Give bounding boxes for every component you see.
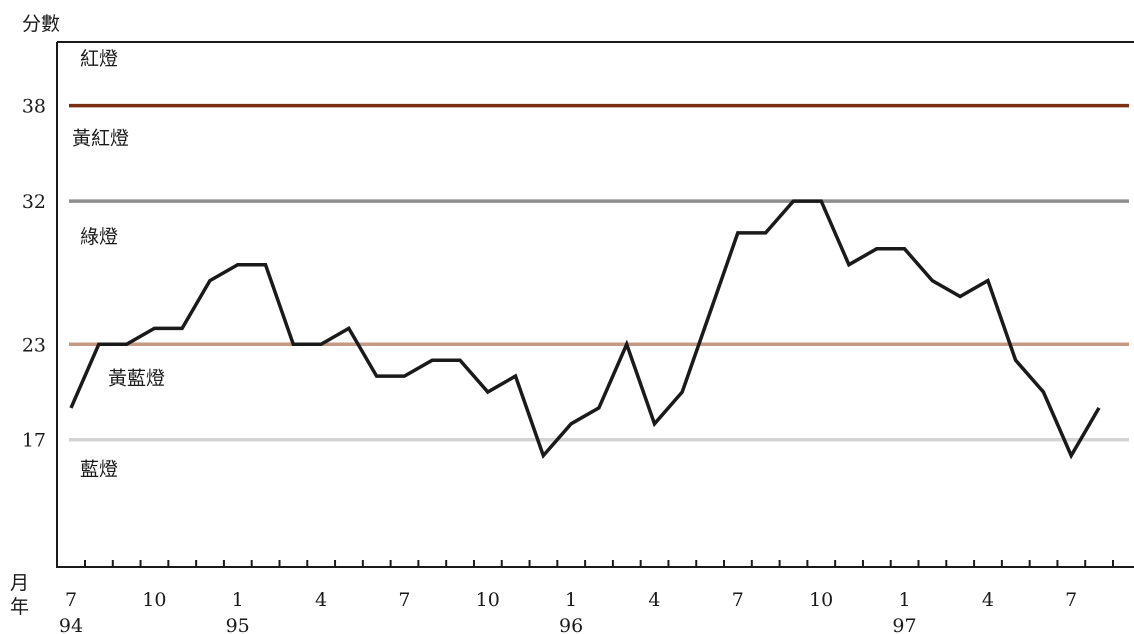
x-tick-label-month: 7 <box>398 589 410 611</box>
series-line-0 <box>69 199 1101 460</box>
x-tick-label-month: 1 <box>232 589 244 611</box>
zone-label-2: 綠燈 <box>80 226 118 248</box>
x-tick-label-month: 10 <box>809 589 833 611</box>
x-axis-year-label: 年 <box>10 596 29 618</box>
threshold-lines <box>69 103 1129 442</box>
x-tick-label-year: 96 <box>559 615 583 634</box>
x-tick-label-month: 7 <box>732 589 744 611</box>
x-tick-label-year: 95 <box>226 615 250 634</box>
x-tick-label-month: 10 <box>476 589 500 611</box>
x-tick-label-month: 4 <box>315 589 327 611</box>
series-layer <box>69 199 1101 460</box>
x-tick-label-month: 7 <box>65 589 77 611</box>
x-axis-month-label: 月 <box>10 572 29 594</box>
zone-label-3: 黃藍燈 <box>108 368 165 390</box>
zone-label-0: 紅燈 <box>80 48 118 70</box>
axes <box>56 41 1134 568</box>
y-tick-label-32: 32 <box>22 191 46 213</box>
zone-label-1: 黃紅燈 <box>72 127 129 149</box>
y-tick-label-23: 23 <box>22 334 46 356</box>
zone-label-4: 藍燈 <box>80 458 118 480</box>
x-tick-label-month: 4 <box>982 589 994 611</box>
x-tick-label-month: 4 <box>648 589 660 611</box>
x-tick-label-month: 1 <box>565 589 577 611</box>
x-ticks <box>84 560 1114 567</box>
x-tick-label-year: 97 <box>892 615 916 634</box>
y-axis-label: 分數 <box>22 13 60 35</box>
x-tick-label-month: 1 <box>898 589 910 611</box>
x-tick-label-month: 7 <box>1065 589 1077 611</box>
x-tick-label-year: 94 <box>59 615 83 634</box>
y-tick-label-17: 17 <box>22 430 46 452</box>
x-tick-label-month: 10 <box>142 589 166 611</box>
y-tick-label-38: 38 <box>22 96 46 118</box>
